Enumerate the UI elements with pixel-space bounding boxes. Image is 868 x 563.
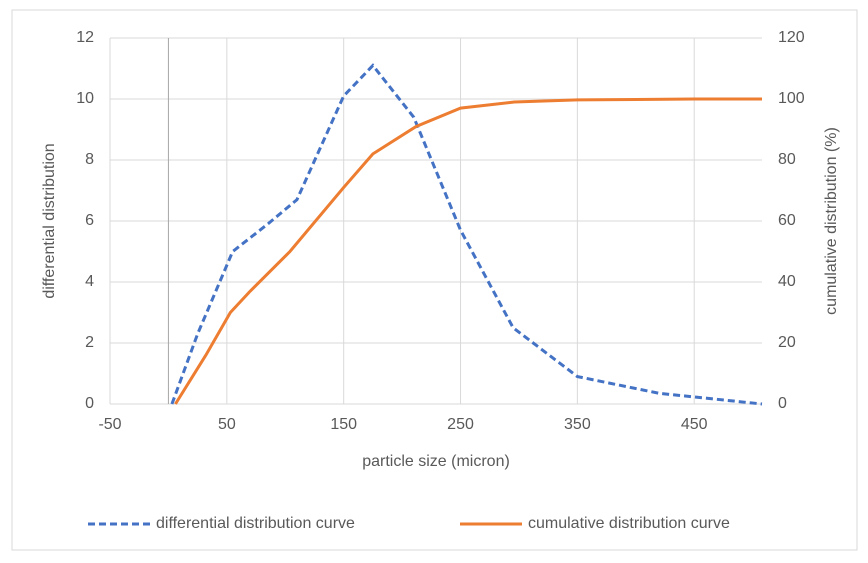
series-line	[170, 63, 763, 406]
x-tick-label: 450	[681, 416, 708, 433]
y-tick-label: 6	[85, 212, 94, 229]
y2-tick-label: 100	[778, 90, 805, 107]
y-tick-label: 10	[76, 90, 94, 107]
series-line	[174, 97, 762, 405]
y-tick-label: 4	[85, 273, 94, 290]
y-tick-label: 8	[85, 151, 94, 168]
y2-tick-label: 120	[778, 29, 805, 46]
x-tick-label: 250	[447, 416, 474, 433]
y2-tick-label: 0	[778, 395, 787, 412]
y-tick-label: 12	[76, 29, 94, 46]
y2-axis-label: cumulative distribution (%)	[823, 127, 840, 315]
x-tick-label: -50	[98, 416, 121, 433]
y-tick-label: 2	[85, 334, 94, 351]
x-tick-label: 50	[218, 416, 236, 433]
y2-tick-label: 20	[778, 334, 796, 351]
y2-tick-label: 60	[778, 212, 796, 229]
legend-label: cumulative distribution curve	[528, 515, 730, 532]
y2-tick-label: 40	[778, 273, 796, 290]
y-tick-label: 0	[85, 395, 94, 412]
y-axis-label: differential distribution	[41, 143, 58, 298]
legend-label: differential distribution curve	[156, 515, 355, 532]
x-tick-label: 150	[330, 416, 357, 433]
x-axis-label: particle size (micron)	[362, 453, 510, 470]
x-tick-label: 350	[564, 416, 591, 433]
y2-tick-label: 80	[778, 151, 796, 168]
